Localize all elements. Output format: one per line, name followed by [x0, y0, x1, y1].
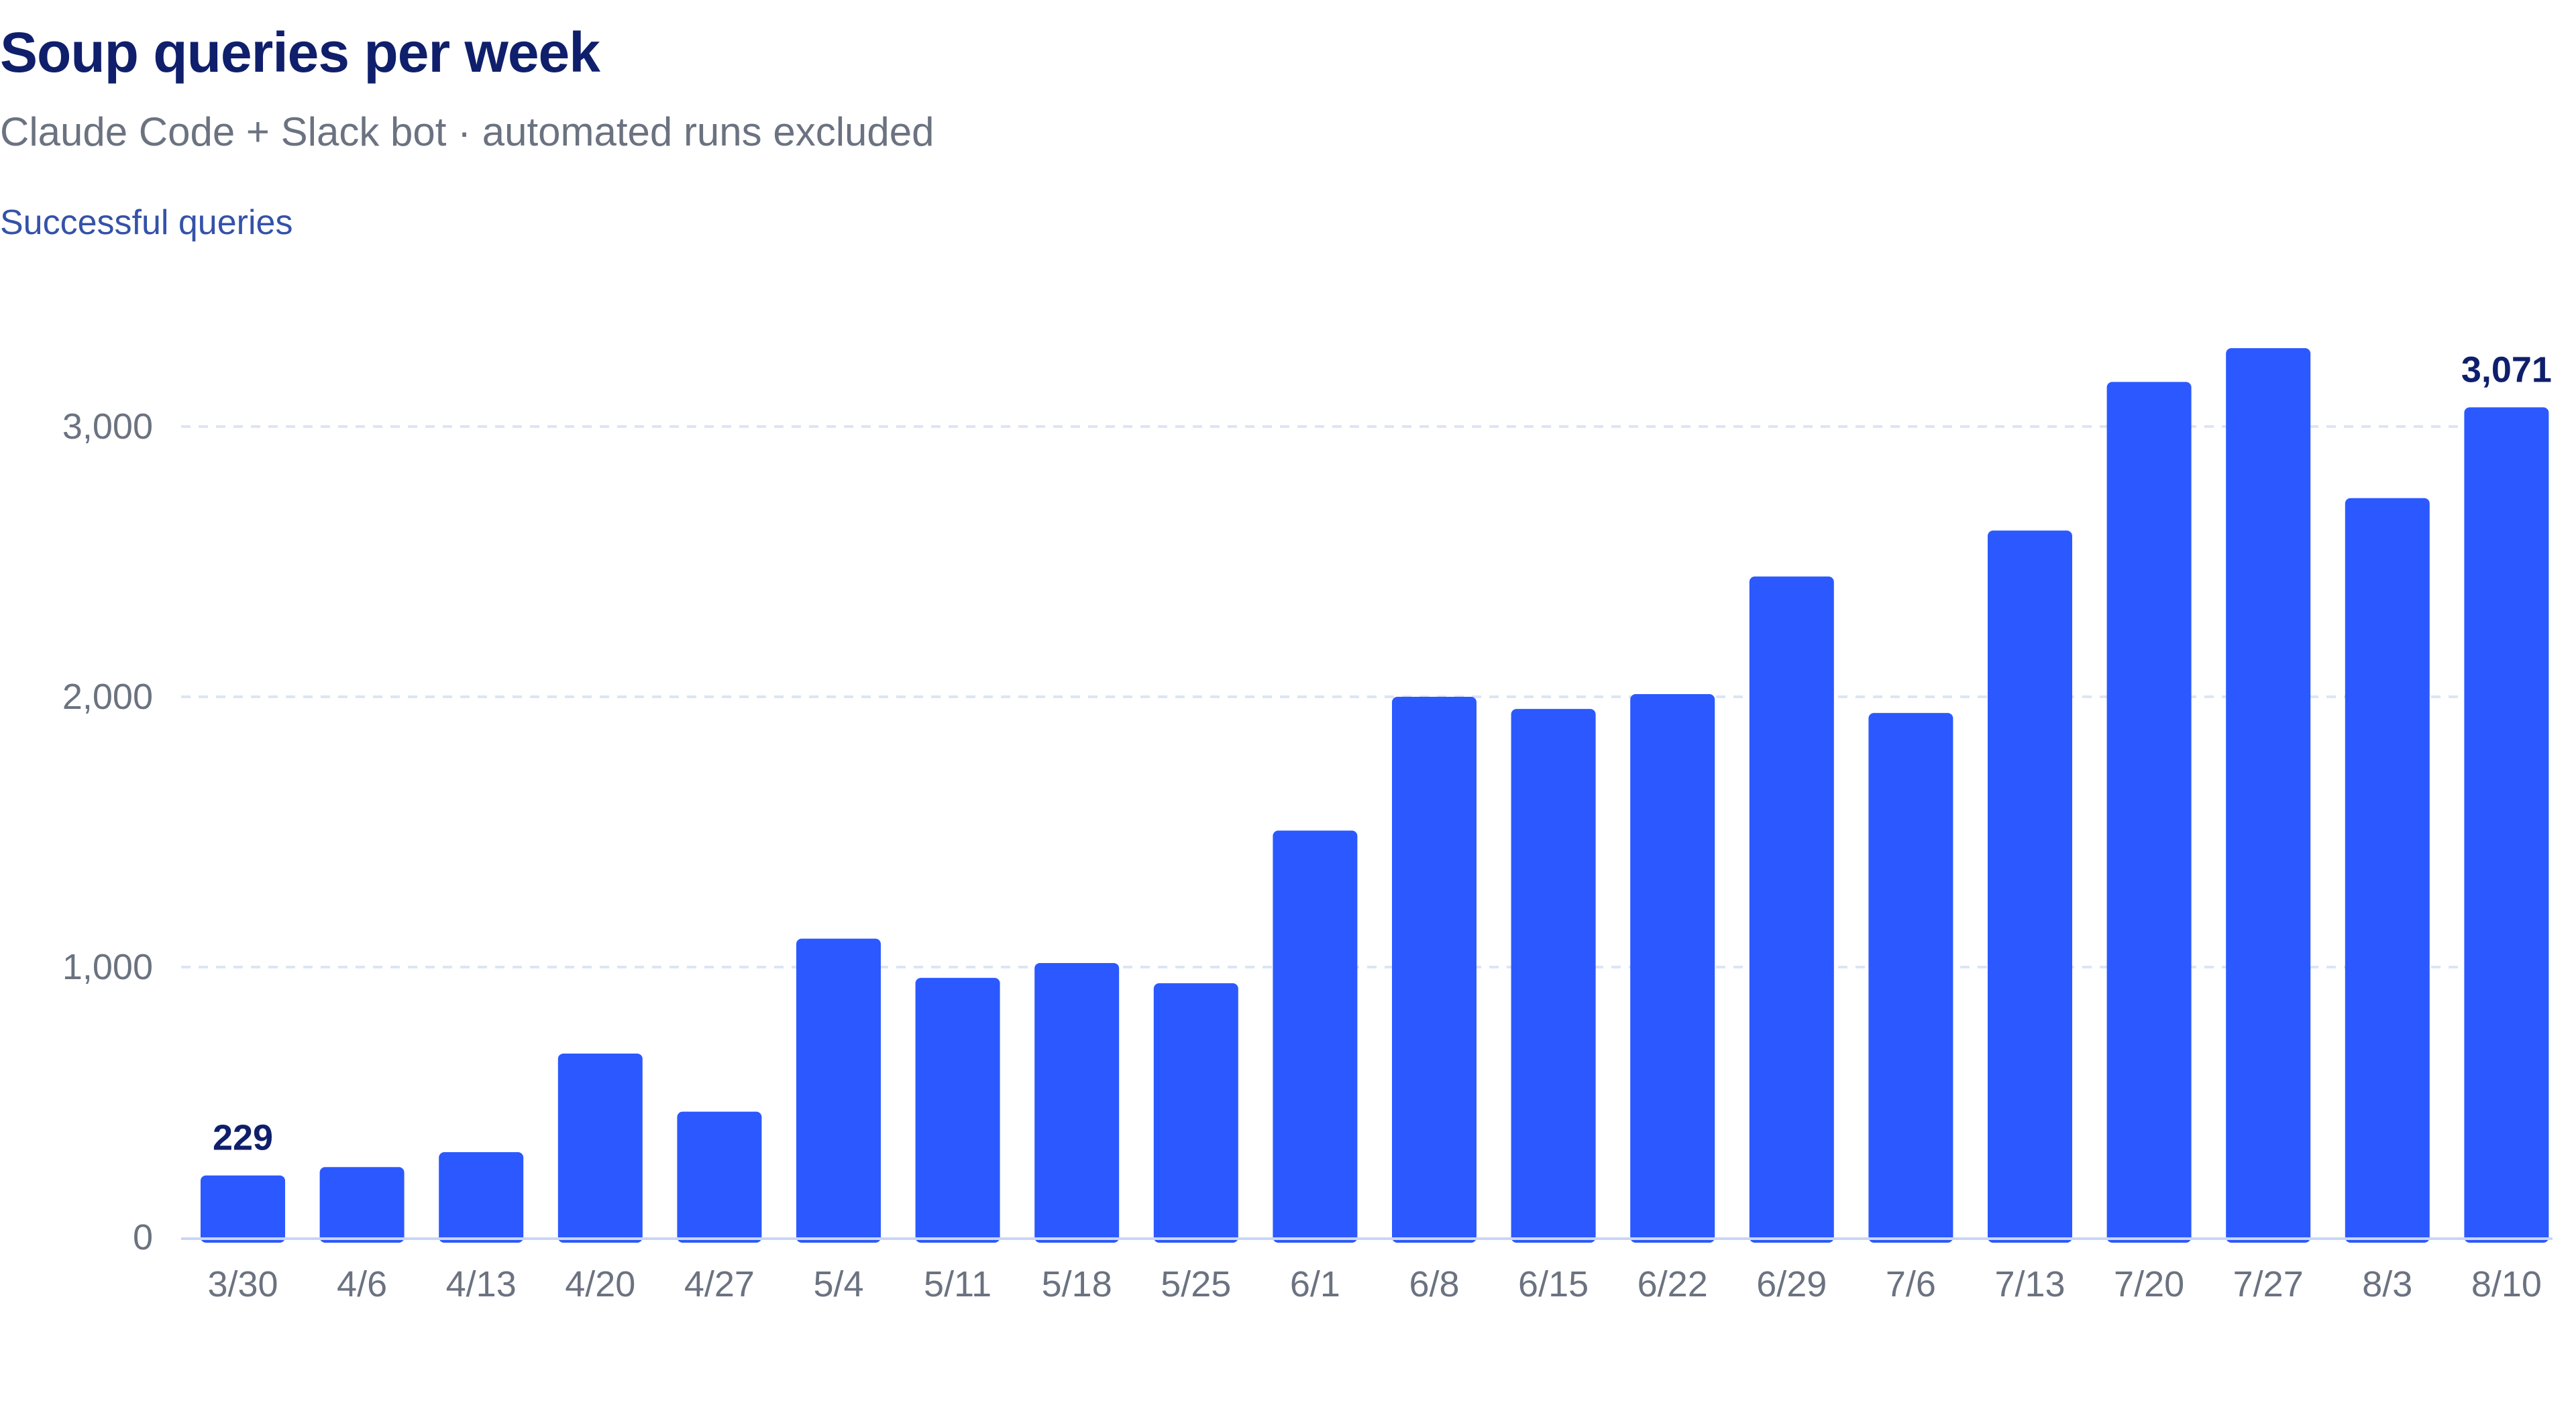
- x-tick-label: 5/4: [813, 1264, 863, 1304]
- y-tick-label: 2,000: [62, 677, 153, 717]
- chart-subtitle: Claude Code + Slack bot · automated runs…: [0, 109, 934, 154]
- x-tick-label: 8/3: [2362, 1264, 2412, 1304]
- x-tick-label: 4/13: [446, 1264, 517, 1304]
- y-tick-label: 1,000: [62, 947, 153, 987]
- x-tick-label: 7/6: [1886, 1264, 1936, 1304]
- data-label: 3,071: [2461, 349, 2552, 390]
- x-tick-label: 4/20: [565, 1264, 635, 1304]
- x-tick-label: 6/1: [1290, 1264, 1340, 1304]
- bar: [2226, 348, 2311, 1243]
- bar: [201, 1175, 285, 1243]
- x-tick-label: 8/10: [2471, 1264, 2542, 1304]
- bar: [1868, 713, 1953, 1243]
- x-tick-label: 6/22: [1638, 1264, 1708, 1304]
- x-tick-label: 6/8: [1409, 1264, 1459, 1304]
- bar: [915, 978, 1000, 1243]
- bar: [1988, 530, 2072, 1243]
- bar: [439, 1152, 524, 1243]
- x-tick-label: 7/20: [2114, 1264, 2184, 1304]
- x-tick-label: 7/13: [1994, 1264, 2065, 1304]
- bar: [796, 938, 881, 1243]
- chart-title: Soup queries per week: [0, 21, 600, 84]
- x-axis-ticks: 3/30 4/6 4/13 4/20 4/27 5/4 5/11 5/18 5/25 6/1 6/8…: [207, 1264, 2542, 1304]
- bar: [1749, 576, 1834, 1243]
- bar: [2106, 382, 2192, 1243]
- bar: [1273, 830, 1358, 1243]
- bars: [201, 348, 2549, 1243]
- x-tick-label: 4/27: [684, 1264, 755, 1304]
- x-tick-label: 5/11: [924, 1264, 991, 1304]
- bar: [1511, 709, 1596, 1243]
- bar: [1392, 697, 1477, 1243]
- x-tick-label: 3/30: [207, 1264, 278, 1304]
- data-labels: 229 3,071: [213, 349, 2552, 1158]
- bar: [1153, 983, 1238, 1243]
- y-axis-ticks: 0 1,000 2,000 3,000: [62, 406, 153, 1257]
- x-tick-label: 6/29: [1756, 1264, 1827, 1304]
- x-tick-label: 7/27: [2233, 1264, 2304, 1304]
- bar: [2345, 498, 2430, 1243]
- x-tick-label: 5/25: [1161, 1264, 1231, 1304]
- bar: [677, 1111, 762, 1243]
- bar: [1630, 693, 1715, 1243]
- y-tick-label: 3,000: [62, 406, 153, 447]
- bar: [2464, 407, 2549, 1243]
- x-tick-label: 6/15: [1518, 1264, 1589, 1304]
- grid-lines: [181, 425, 2553, 968]
- bar: [1034, 962, 1120, 1243]
- x-tick-label: 5/18: [1042, 1264, 1112, 1304]
- x-tick-label: 4/6: [337, 1264, 387, 1304]
- bar: [557, 1053, 643, 1243]
- y-tick-label: 0: [133, 1217, 153, 1257]
- data-label: 229: [213, 1118, 273, 1158]
- series-legend-label: Successful queries: [0, 203, 293, 242]
- bar: [319, 1167, 405, 1243]
